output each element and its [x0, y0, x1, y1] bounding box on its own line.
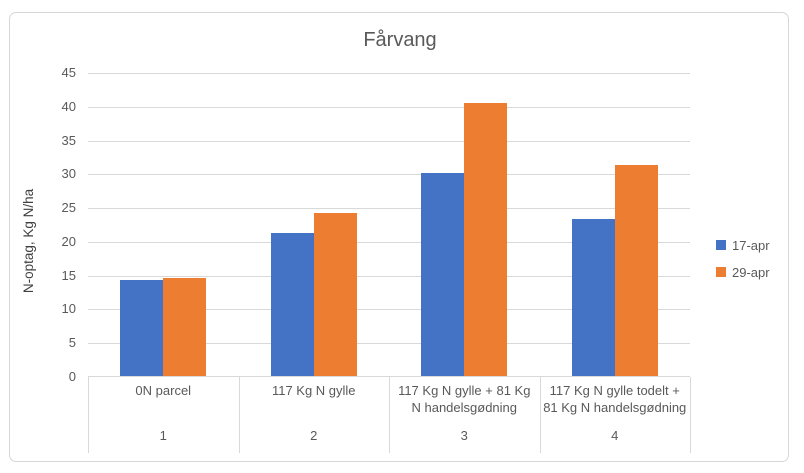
chart-border [9, 12, 789, 462]
category-separator [539, 377, 541, 453]
category-number: 4 [611, 428, 619, 443]
legend-item-29-apr: 29-apr [716, 265, 786, 280]
category-number: 2 [310, 428, 318, 443]
plot-area [88, 73, 690, 377]
gridline [88, 309, 690, 311]
bar-29-apr-group1 [163, 278, 207, 376]
legend: 17-apr 29-apr [716, 238, 786, 292]
legend-label: 17-apr [732, 238, 770, 253]
gridline [88, 275, 690, 277]
legend-label: 29-apr [732, 265, 770, 280]
bar-29-apr-group4 [614, 165, 658, 376]
y-tick-label-25: 25 [61, 200, 76, 216]
category-number: 1 [159, 428, 167, 443]
category-label: 117 Kg N gylle + 81 Kg N handelsgødning [398, 383, 531, 415]
gridline [88, 73, 690, 74]
y-tick-label-5: 5 [68, 335, 76, 351]
y-axis-title: N-optag, Kg N/ha [21, 188, 36, 294]
category-cell: 117 Kg N gylle + 81 Kg N handelsgødning 3 [389, 377, 540, 453]
category-cell: 117 Kg N gylle todelt + 81 Kg N handelsg… [540, 377, 691, 453]
bar-29-apr-group3 [464, 103, 508, 376]
gridline [88, 343, 690, 345]
x-axis-category-band: 0N parcel 1 117 Kg N gylle 2 117 Kg N gylle … [88, 377, 691, 453]
category-label: 0N parcel [135, 383, 192, 398]
bar-17-apr-group1 [120, 280, 164, 376]
gridline [88, 106, 690, 108]
bar-17-apr-group3 [421, 172, 465, 376]
category-label: 117 Kg N gylle [271, 383, 356, 398]
bar-17-apr-group2 [270, 232, 314, 376]
gridline [88, 208, 690, 210]
y-tick-label-40: 40 [61, 98, 76, 114]
category-cell: 117 Kg N gylle 2 [239, 377, 390, 453]
gridline [88, 140, 690, 142]
category-separator [690, 377, 691, 453]
y-tick-label-30: 30 [61, 166, 76, 182]
legend-swatch-29-apr [716, 267, 726, 277]
y-tick-label-20: 20 [61, 233, 76, 249]
legend-swatch-17-apr [716, 240, 726, 250]
category-number: 3 [460, 428, 468, 443]
category-label: 117 Kg N gylle todelt + 81 Kg N handelsg… [543, 383, 687, 415]
x-axis-line [88, 376, 690, 377]
gridline [88, 241, 690, 243]
bar-29-apr-group2 [313, 213, 357, 376]
legend-item-17-apr: 17-apr [716, 238, 786, 253]
gridline [88, 174, 690, 176]
category-separator [238, 377, 240, 453]
y-tick-label-0: 0 [68, 369, 76, 384]
category-separator [389, 377, 390, 453]
bar-17-apr-group4 [571, 219, 615, 376]
category-separator [88, 377, 89, 453]
y-tick-label-10: 10 [61, 301, 76, 317]
y-tick-label-45: 45 [61, 65, 76, 80]
y-tick-label-35: 35 [61, 132, 76, 148]
category-cell: 0N parcel 1 [88, 377, 239, 453]
chart-title: Fårvang [363, 29, 437, 51]
y-tick-label-15: 15 [61, 267, 76, 283]
